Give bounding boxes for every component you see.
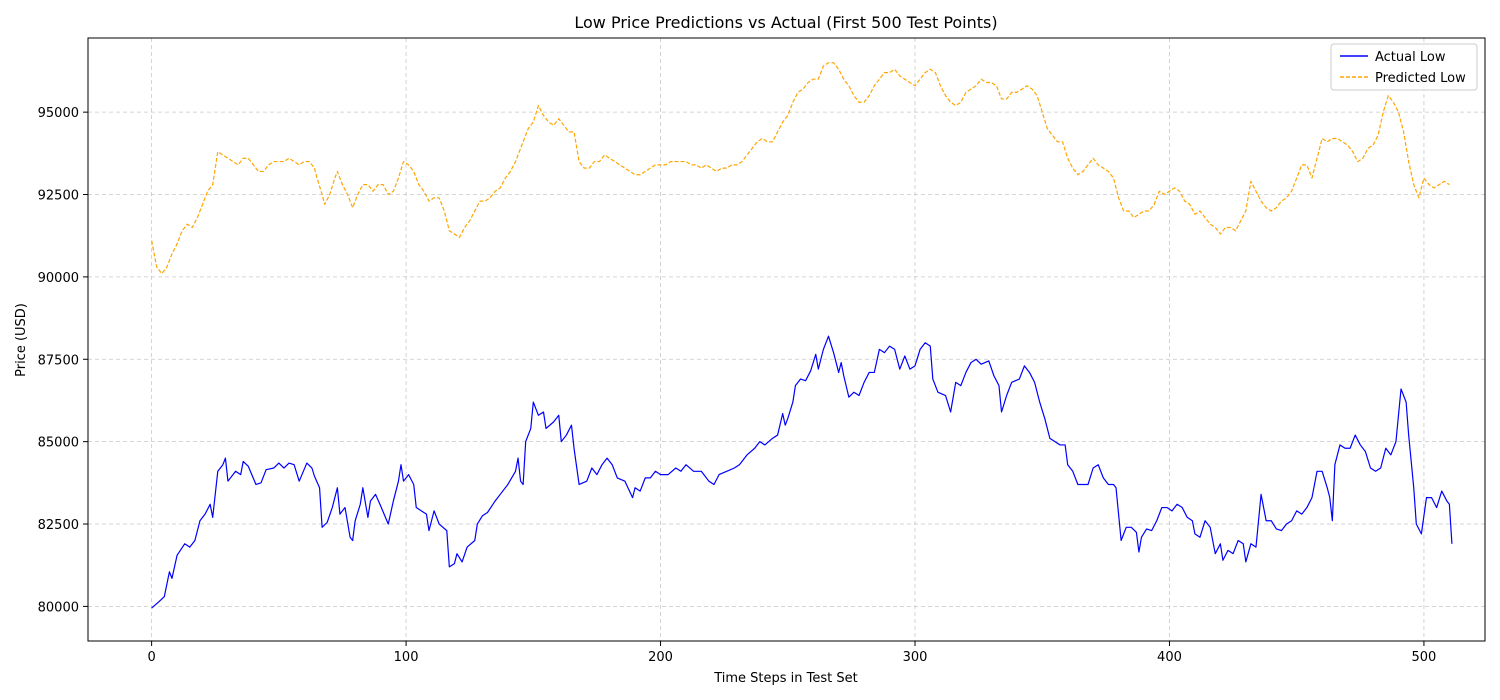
plot-area-frame (87, 37, 1486, 642)
series-lines (151, 62, 1453, 609)
y-axis-ticks: 80000 82500 85000 87500 90000 92500 95000 (38, 106, 88, 615)
series-line-predicted-low (151, 62, 1450, 275)
y-tick-label: 92500 (38, 189, 79, 204)
x-tick-label: 400 (1157, 650, 1182, 665)
legend: Actual Low Predicted Low (1330, 43, 1478, 91)
y-axis-label: Price (USD) (14, 303, 29, 377)
x-tick-label: 300 (903, 650, 928, 665)
y-tick-label: 80000 (38, 600, 79, 615)
series-line-actual-low (151, 335, 1453, 609)
x-tick-label: 200 (648, 650, 673, 665)
x-axis-label: Time Steps in Test Set (713, 671, 858, 686)
legend-label-actual-low: Actual Low (1375, 50, 1446, 65)
chart-title: Low Price Predictions vs Actual (First 5… (574, 13, 997, 32)
gridlines (88, 38, 1485, 641)
y-tick-label: 95000 (38, 106, 79, 121)
x-tick-label: 500 (1412, 650, 1437, 665)
y-tick-label: 82500 (38, 518, 79, 533)
y-tick-label: 85000 (38, 436, 79, 451)
y-tick-label: 87500 (38, 353, 79, 368)
legend-label-predicted-low: Predicted Low (1375, 71, 1466, 86)
x-axis-ticks: 0 100 200 300 400 500 (147, 641, 1436, 665)
x-tick-label: 100 (394, 650, 419, 665)
y-tick-label: 90000 (38, 271, 79, 286)
x-tick-label: 0 (147, 650, 155, 665)
